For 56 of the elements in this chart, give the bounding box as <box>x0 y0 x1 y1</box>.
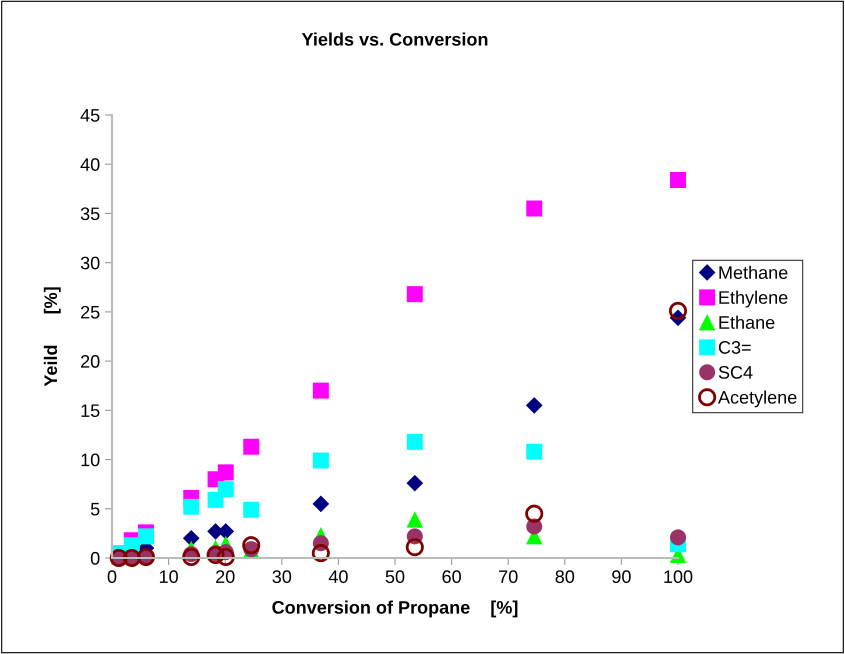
point <box>525 504 544 523</box>
point <box>406 538 424 556</box>
y-tick-label: 45 <box>80 109 100 122</box>
point <box>668 302 688 320</box>
point <box>406 512 423 528</box>
x-tick-label: 90 <box>612 570 631 584</box>
x-tick-label: 40 <box>328 570 348 584</box>
point <box>670 172 686 188</box>
point <box>138 528 154 544</box>
point <box>670 529 686 546</box>
x-tick-label: 0 <box>108 570 116 584</box>
y-tick-label: 20 <box>81 355 100 368</box>
point <box>242 536 260 554</box>
point <box>312 382 329 399</box>
y-tick-label: 25 <box>81 306 100 319</box>
y-tick-label: 40 <box>80 158 100 171</box>
y-tick-label: 5 <box>90 502 100 516</box>
y-axis-title: Yeild [%] <box>44 287 61 386</box>
point <box>243 438 260 455</box>
point <box>243 502 260 518</box>
x-tick-label: 10 <box>160 570 178 584</box>
point <box>406 286 423 302</box>
legend-label: C3= <box>718 341 751 354</box>
point <box>206 546 225 564</box>
point <box>312 496 330 512</box>
x-tick-label: 20 <box>216 570 235 584</box>
point <box>406 434 423 450</box>
y-tick-label: 15 <box>81 404 100 418</box>
x-tick-label: 100 <box>664 570 692 584</box>
x-tick-label: 80 <box>556 570 574 584</box>
y-tick-label: 0 <box>90 552 100 565</box>
point <box>526 200 542 217</box>
point <box>216 548 235 566</box>
chart-title: Yields vs. Conversion <box>302 32 488 46</box>
point <box>526 444 542 460</box>
x-tick-label: 70 <box>499 570 518 584</box>
legend-label: Acetylene <box>718 390 796 408</box>
point <box>182 548 200 566</box>
point <box>526 397 542 414</box>
y-tick-label: 35 <box>80 207 100 220</box>
x-tick-label: 30 <box>272 570 292 584</box>
legend-label: SC4 <box>718 366 753 379</box>
point <box>312 544 330 562</box>
legend-label: Ethylene <box>719 290 788 308</box>
point <box>406 474 424 492</box>
legend-label: Methane <box>719 266 788 279</box>
y-tick-label: 30 <box>80 256 100 270</box>
point <box>183 498 200 515</box>
point <box>312 452 329 469</box>
point <box>218 481 234 498</box>
x-tick-label: 50 <box>386 570 404 584</box>
point <box>218 464 234 480</box>
x-tick-label: 60 <box>442 570 461 584</box>
legend-label: Ethane <box>719 316 774 329</box>
y-tick-label: 10 <box>81 453 100 466</box>
x-axis-title: Conversion of Propane [%] <box>272 600 518 618</box>
